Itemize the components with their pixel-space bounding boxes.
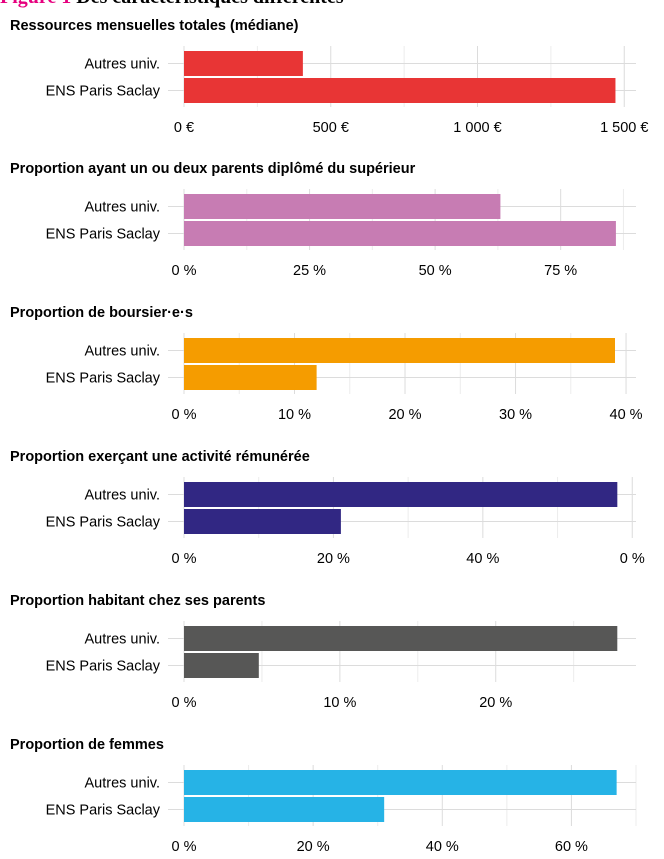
x-tick-label: 0 % bbox=[172, 407, 197, 423]
bar bbox=[184, 770, 617, 795]
bar bbox=[184, 78, 616, 103]
figure-label: Figure 1 bbox=[0, 0, 71, 8]
x-tick-label: 30 % bbox=[499, 407, 532, 423]
category-label: ENS Paris Saclay bbox=[46, 84, 161, 100]
category-label: Autres univ. bbox=[85, 632, 161, 648]
x-tick-label: 0 € bbox=[174, 120, 194, 136]
x-tick-label: 0 % bbox=[172, 695, 197, 711]
x-tick-label: 20 % bbox=[388, 407, 421, 423]
bar bbox=[184, 482, 618, 507]
x-tick-label: 20 % bbox=[479, 695, 512, 711]
chart-title: Proportion exerçant une activité rémunér… bbox=[10, 449, 310, 465]
bar bbox=[184, 365, 317, 390]
x-tick-label: 10 % bbox=[278, 407, 311, 423]
bar bbox=[184, 338, 616, 363]
chart-title: Proportion ayant un ou deux parents dipl… bbox=[10, 161, 416, 177]
bar bbox=[184, 51, 303, 76]
chart-panel-4: Proportion exerçant une activité rémunér… bbox=[10, 449, 645, 567]
chart-panel-1: Ressources mensuelles totales (médiane) A… bbox=[10, 18, 648, 136]
category-label: Autres univ. bbox=[85, 200, 161, 216]
chart-panel-5: Proportion habitant chez ses parents Autr… bbox=[10, 593, 636, 711]
category-label: ENS Paris Saclay bbox=[46, 659, 161, 675]
chart-title: Proportion de femmes bbox=[10, 737, 164, 753]
x-tick-label: 60 % bbox=[555, 839, 588, 855]
chart-title: Proportion de boursier·e·s bbox=[10, 305, 193, 321]
bar bbox=[184, 509, 341, 534]
x-tick-label: 50 % bbox=[419, 263, 452, 279]
x-tick-label: 40 % bbox=[426, 839, 459, 855]
category-label: ENS Paris Saclay bbox=[46, 227, 161, 243]
x-tick-label: 40 % bbox=[466, 551, 499, 567]
chart-panel-6: Proportion de femmes Autres univ. ENS Pari… bbox=[10, 737, 637, 855]
bar bbox=[184, 797, 385, 822]
figure-header: Figure 1 Des caractéristiques différente… bbox=[0, 0, 344, 9]
chart-title: Ressources mensuelles totales (médiane) bbox=[10, 18, 299, 34]
bar bbox=[184, 221, 616, 246]
category-label: Autres univ. bbox=[85, 57, 161, 73]
bar bbox=[184, 626, 618, 651]
category-label: Autres univ. bbox=[85, 776, 161, 792]
chart-title: Proportion habitant chez ses parents bbox=[10, 593, 265, 609]
x-tick-label: 75 % bbox=[544, 263, 577, 279]
category-label: ENS Paris Saclay bbox=[46, 515, 161, 531]
x-tick-label: 20 % bbox=[317, 551, 350, 567]
x-tick-label: 0 % bbox=[172, 839, 197, 855]
figure-title: Des caractéristiques différentes bbox=[76, 0, 343, 8]
bar bbox=[184, 653, 259, 678]
chart-panel-3: Proportion de boursier·e·s Autres univ. EN… bbox=[10, 305, 643, 423]
x-tick-label: 1 500 € bbox=[600, 120, 648, 136]
x-tick-label: 20 % bbox=[297, 839, 330, 855]
x-tick-label: 500 € bbox=[313, 120, 349, 136]
bar bbox=[184, 194, 501, 219]
x-tick-label: 25 % bbox=[293, 263, 326, 279]
x-tick-label: 0 % bbox=[620, 551, 645, 567]
x-tick-label: 1 000 € bbox=[453, 120, 501, 136]
x-tick-label: 40 % bbox=[610, 407, 643, 423]
category-label: ENS Paris Saclay bbox=[46, 803, 161, 819]
x-tick-label: 10 % bbox=[323, 695, 356, 711]
category-label: ENS Paris Saclay bbox=[46, 371, 161, 387]
chart-panel-2: Proportion ayant un ou deux parents dipl… bbox=[10, 161, 636, 279]
category-label: Autres univ. bbox=[85, 344, 161, 360]
category-label: Autres univ. bbox=[85, 488, 161, 504]
x-tick-label: 0 % bbox=[172, 551, 197, 567]
x-tick-label: 0 % bbox=[172, 263, 197, 279]
